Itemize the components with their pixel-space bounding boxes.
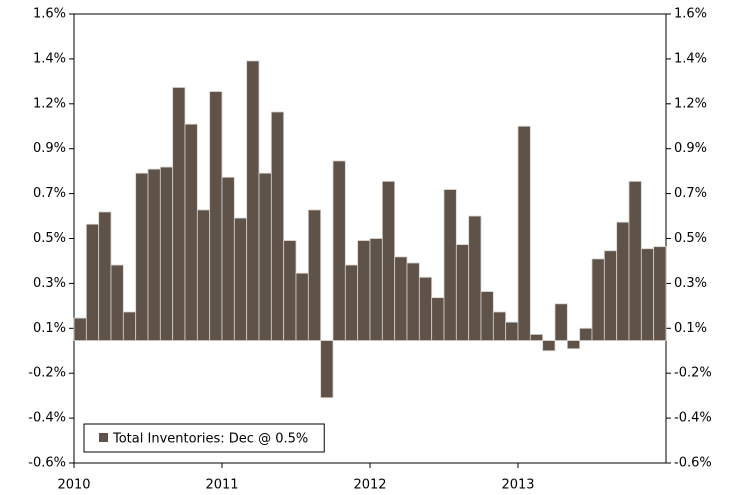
bar — [468, 215, 482, 341]
bar — [295, 272, 309, 341]
bar — [122, 311, 137, 341]
bar — [320, 340, 334, 399]
y2-tick-label: 1.6% — [674, 7, 707, 22]
bar — [73, 317, 87, 341]
bar — [307, 209, 322, 341]
y2-tick-label: 0.7% — [674, 186, 707, 201]
bar — [455, 244, 470, 341]
x-tick-label: 2013 — [501, 478, 534, 493]
legend: Total Inventories: Dec @ 0.5% — [83, 423, 325, 453]
y-tick-label: 0.1% — [33, 321, 66, 336]
bar — [196, 209, 211, 341]
bar — [147, 168, 161, 341]
x-tick-label: 2010 — [57, 478, 90, 493]
bar — [110, 264, 124, 341]
bar — [529, 334, 544, 341]
bar — [603, 250, 618, 341]
bar — [270, 111, 285, 341]
bar — [332, 160, 346, 341]
bar — [640, 248, 655, 341]
bar — [591, 258, 605, 341]
y-tick-label: -0.4% — [28, 411, 66, 426]
legend-swatch — [99, 433, 108, 442]
bar — [653, 246, 667, 341]
y-tick-label: 1.2% — [33, 96, 66, 111]
legend-box — [83, 423, 325, 453]
bar — [184, 123, 198, 341]
y2-tick-label: 1.2% — [674, 96, 707, 111]
y-tick-label: 0.3% — [33, 276, 66, 291]
bar — [443, 189, 457, 341]
y-tick-label: 0.7% — [33, 186, 66, 201]
bar — [283, 240, 297, 341]
bar — [381, 180, 396, 341]
y2-tick-label: 0.9% — [674, 141, 707, 156]
bar — [246, 60, 260, 341]
y-tick-label: 0.5% — [33, 231, 66, 246]
bar — [135, 172, 149, 341]
bar — [616, 221, 630, 341]
bar — [258, 172, 272, 341]
y2-tick-label: -0.2% — [674, 366, 712, 381]
bar — [209, 91, 223, 341]
bar — [85, 223, 100, 341]
y-tick-label: -0.2% — [28, 366, 66, 381]
bar — [480, 291, 494, 341]
y2-tick-label: -0.6% — [674, 456, 712, 471]
y2-tick-label: 0.1% — [674, 321, 707, 336]
bar — [628, 180, 642, 341]
bar — [579, 327, 593, 341]
bar — [369, 238, 383, 341]
legend-label: Total Inventories: Dec @ 0.5% — [112, 432, 308, 447]
x-tick-label: 2012 — [353, 478, 386, 493]
x-tick-label: 2011 — [205, 478, 238, 493]
bar — [406, 262, 420, 341]
bar — [418, 276, 433, 341]
bar — [159, 166, 174, 341]
bar — [431, 297, 445, 341]
y-tick-label: 1.4% — [33, 51, 66, 66]
y-tick-label: 1.6% — [33, 7, 66, 22]
bar — [98, 211, 112, 341]
y2-tick-label: 1.4% — [674, 51, 707, 66]
bar — [566, 340, 581, 350]
bar — [344, 264, 359, 341]
y-tick-label: -0.6% — [28, 456, 66, 471]
bar — [394, 256, 408, 341]
y2-tick-label: -0.4% — [674, 411, 712, 426]
bar — [554, 303, 568, 341]
bar — [505, 321, 519, 341]
bar — [221, 176, 235, 341]
bar — [542, 340, 556, 352]
bar — [172, 87, 186, 341]
bar — [233, 217, 248, 341]
bar — [357, 240, 371, 341]
bar — [492, 311, 507, 341]
y2-tick-label: 0.3% — [674, 276, 707, 291]
y-tick-label: 0.9% — [33, 141, 66, 156]
bar — [517, 125, 531, 341]
y2-tick-label: 0.5% — [674, 231, 707, 246]
